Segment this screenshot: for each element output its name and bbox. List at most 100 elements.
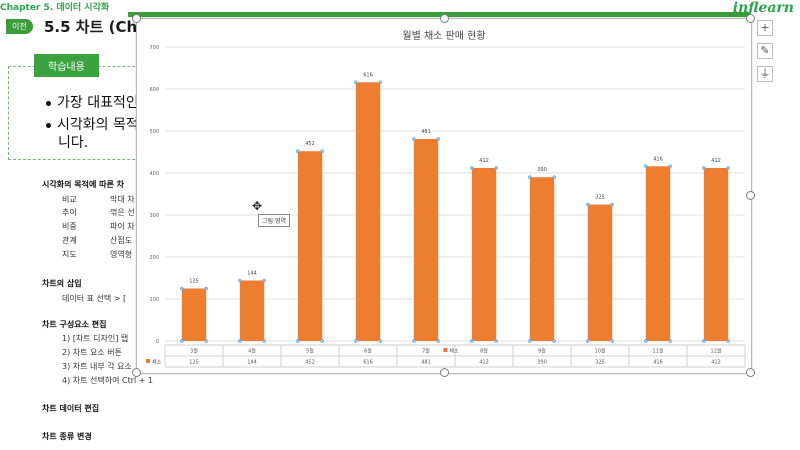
y-tick-label: 600 (149, 87, 159, 93)
chapter-label: Chapter 5. 데이터 시각화 (0, 3, 110, 13)
bar-data-label: 452 (305, 141, 315, 147)
bar-data-label: 144 (247, 271, 257, 277)
purpose-heading: 시각화의 목적에 따른 차 (42, 180, 124, 189)
resize-handle[interactable] (746, 14, 755, 23)
chart-bar (297, 151, 323, 341)
selection-dot (585, 339, 590, 343)
bar-data-label: 416 (653, 156, 663, 162)
move-cursor-icon: ✥ (252, 199, 263, 213)
selection-dot (552, 175, 557, 180)
selection-dot (353, 80, 358, 85)
purpose-value: 꺾은 선 (110, 208, 135, 217)
chart-area[interactable]: 월별 채소 판매 현황 0 100 200 300 400 500 600 700 125 144 4… (136, 18, 752, 374)
y-tick-label: 700 (149, 45, 159, 51)
table-value: 481 (421, 360, 431, 366)
prev-button[interactable]: 이전 (6, 19, 33, 34)
y-tick-label: 400 (149, 171, 159, 177)
selection-dot (179, 339, 184, 343)
resize-handle[interactable] (746, 191, 755, 200)
x-tick-label: 10월 (595, 348, 606, 355)
chart-bar (413, 138, 439, 341)
selection-dot (179, 286, 184, 291)
bullet-item: 가장 대표적인 (46, 92, 139, 112)
resize-handle[interactable] (440, 14, 449, 23)
bar-chart[interactable]: 월별 채소 판매 현황 0 100 200 300 400 500 600 700 125 144 4… (137, 19, 751, 373)
chart-bar (181, 288, 207, 341)
insert-row: 데이터 표 선택 > [ (62, 294, 127, 303)
selection-dot (643, 339, 648, 343)
bar-data-label: 481 (421, 129, 431, 135)
purpose-key: 지도 (62, 250, 77, 259)
selection-dot (701, 339, 706, 343)
selection-dot (726, 166, 731, 170)
selection-dot (643, 164, 648, 169)
x-tick-label: 5월 (306, 348, 314, 355)
selection-dot (585, 202, 590, 207)
table-value: 616 (363, 360, 373, 366)
plot-area-tooltip: 그림 영역 (258, 214, 290, 227)
chart-bar (587, 204, 613, 341)
purpose-key: 관계 (62, 236, 77, 245)
table-value: 125 (189, 360, 199, 366)
x-tick-label: 11월 (653, 348, 664, 355)
inflearn-logo: inflearn (732, 0, 794, 16)
selection-dot (494, 166, 499, 170)
selection-dot (262, 278, 267, 283)
selection-dot (527, 175, 532, 180)
resize-handle[interactable] (132, 368, 141, 377)
resize-handle[interactable] (440, 368, 449, 377)
bar-data-label: 325 (595, 195, 605, 201)
bar-data-label: 125 (189, 279, 199, 285)
chart-bar (703, 167, 729, 341)
selection-dot (726, 339, 731, 343)
insert-heading: 차트의 삽입 (42, 279, 82, 288)
selection-dot (527, 339, 532, 343)
table-value: 452 (305, 360, 315, 366)
purpose-key: 비중 (62, 222, 77, 231)
resize-handle[interactable] (132, 14, 141, 23)
bar-data-label: 412 (711, 158, 721, 164)
x-tick-label: 6월 (364, 348, 372, 355)
selection-dot (378, 80, 383, 85)
selection-dot (295, 339, 300, 343)
bullet-item: 시각화의 목적 (46, 114, 139, 134)
table-value: 325 (595, 360, 605, 366)
selection-dot (436, 339, 441, 343)
table-value: 412 (711, 360, 721, 366)
selection-dot (610, 339, 615, 343)
selection-dot (411, 339, 416, 343)
chart-bar (529, 177, 555, 341)
selection-dot (378, 339, 383, 343)
selection-dot (320, 339, 325, 343)
chart-elements-button[interactable]: + (757, 20, 773, 36)
legend-swatch (146, 359, 150, 363)
selection-dot (469, 166, 474, 170)
type-change-heading: 차트 종류 변경 (42, 432, 92, 441)
purpose-value: 막대 차 (110, 195, 135, 204)
x-tick-label: 8월 (480, 348, 488, 355)
selection-dot (204, 339, 209, 343)
chart-bar (471, 167, 497, 341)
selection-dot (701, 166, 706, 170)
selection-dot (436, 137, 441, 141)
x-tick-label: 7월 (422, 348, 430, 355)
selection-dot (237, 339, 242, 343)
chart-filters-button[interactable]: ⏚ (757, 66, 773, 82)
selection-dot (610, 202, 615, 207)
x-tick-label: 12월 (711, 348, 722, 355)
edit-heading: 차트 구성요소 편집 (42, 320, 107, 329)
edit-row: 1) [차트 디자인] 탭 (62, 334, 129, 343)
selection-dot (262, 339, 267, 343)
resize-handle[interactable] (746, 368, 755, 377)
selection-dot (204, 286, 209, 291)
edit-row: 2) 차트 요소 버튼 (62, 348, 122, 357)
selection-dot (494, 339, 499, 343)
purpose-value: 파이 차 (110, 222, 135, 231)
chart-styles-button[interactable]: ✎ (757, 43, 773, 59)
selection-dot (320, 149, 325, 154)
table-value: 144 (247, 360, 257, 366)
table-value: 390 (537, 360, 547, 366)
x-tick-label: 4월 (248, 348, 256, 355)
x-tick-label: 3월 (190, 348, 198, 355)
purpose-value: 산점도 (110, 236, 133, 245)
